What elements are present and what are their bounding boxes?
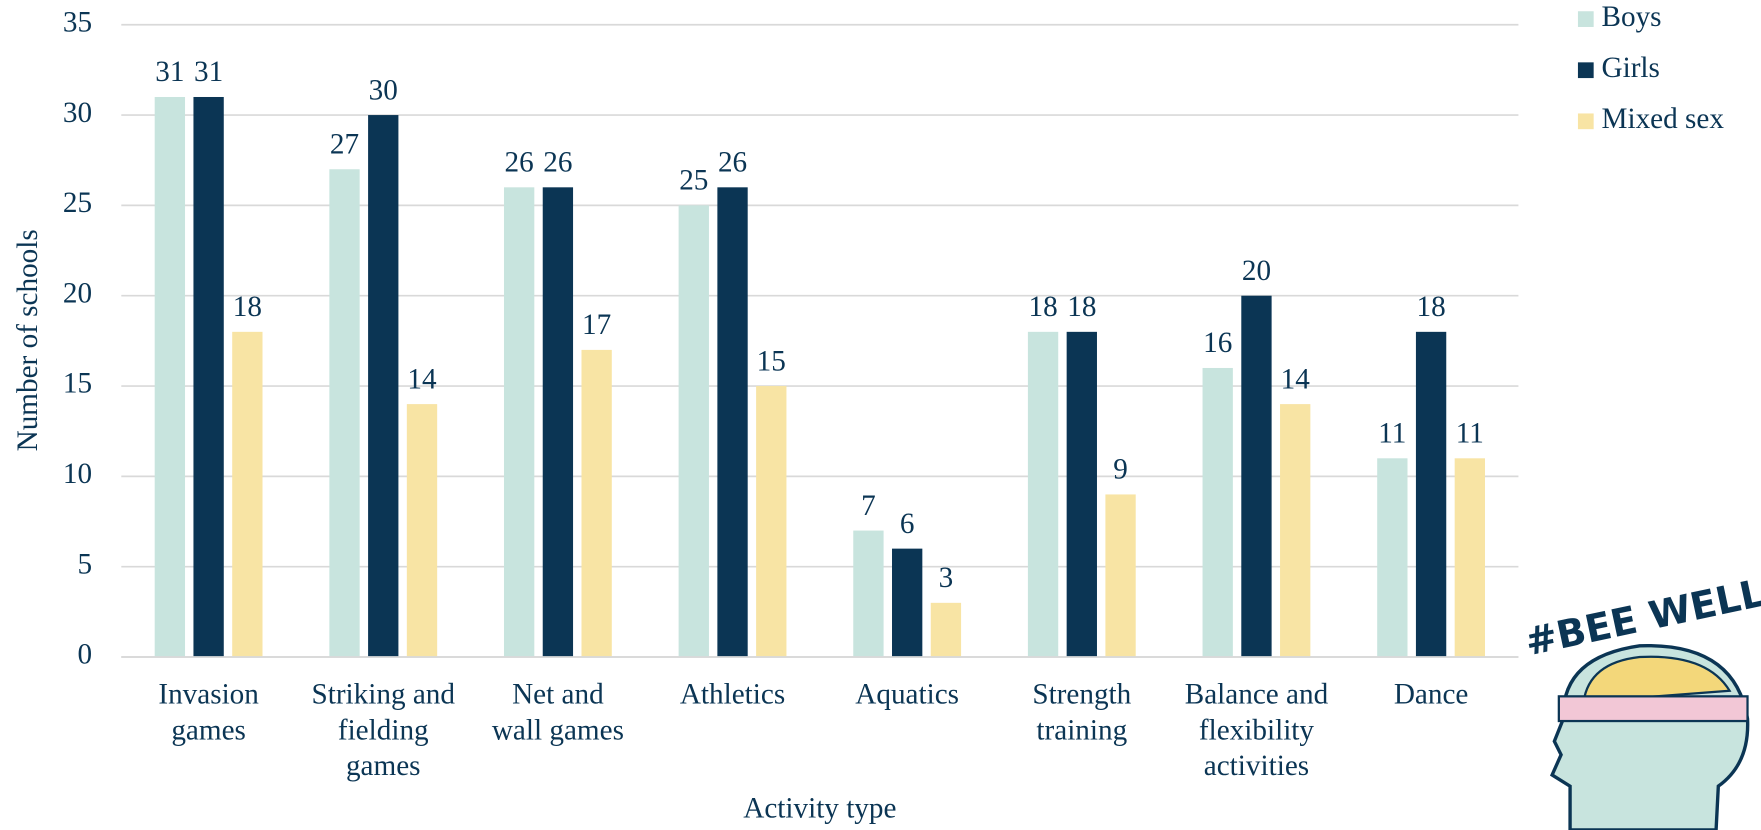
bar: [232, 331, 263, 658]
x-axis-title: Activity type: [743, 793, 896, 825]
data-label: 25: [679, 165, 708, 197]
x-tick-line: Striking and: [311, 678, 455, 710]
bar: [1027, 331, 1059, 658]
x-tick-label: Net and wall games: [492, 678, 624, 746]
data-label: 18: [1028, 291, 1057, 323]
bar: [892, 548, 923, 658]
data-label: 11: [1378, 418, 1406, 450]
legend-label: Girls: [1602, 52, 1660, 84]
data-label: 26: [505, 147, 534, 179]
x-tick-line: activities: [1204, 750, 1309, 782]
legend-label: Boys: [1602, 1, 1662, 33]
bar: [542, 187, 574, 658]
data-label: 18: [233, 291, 262, 323]
logo-band: [1557, 695, 1749, 723]
x-tick-line: Dance: [1394, 678, 1469, 710]
bar: [581, 349, 612, 658]
bar: [329, 169, 360, 658]
legend-swatch: [1577, 11, 1594, 27]
bar: [368, 115, 399, 658]
y-tick-label: 15: [63, 368, 92, 400]
x-tick-line: Aquatics: [855, 678, 959, 710]
bar: [1202, 367, 1233, 658]
data-label: 9: [1113, 454, 1128, 486]
logo: #BEE WELL: [1521, 572, 1761, 830]
x-tick-label: Dance: [1394, 678, 1469, 710]
x-tick-line: games: [346, 750, 421, 782]
data-label: 30: [369, 74, 398, 106]
data-label: 6: [900, 508, 915, 540]
logo-brain: [1582, 655, 1732, 704]
bar: [1454, 458, 1486, 658]
data-label: 18: [1067, 291, 1096, 323]
data-label: 17: [582, 309, 611, 341]
x-tick-line: training: [1036, 714, 1127, 746]
bar: [154, 96, 186, 658]
bar: [503, 187, 535, 658]
x-tick-line: wall games: [492, 714, 624, 746]
data-label: 31: [194, 56, 223, 88]
legend-swatch: [1577, 62, 1594, 79]
bar: [1105, 494, 1136, 658]
x-tick-label: Strength training: [1032, 678, 1131, 746]
bar: [756, 386, 787, 658]
x-tick-label: Athletics: [680, 678, 785, 710]
data-label: 11: [1456, 418, 1484, 450]
data-label: 3: [939, 562, 954, 594]
data-label: 27: [330, 128, 359, 160]
x-tick-label: Striking and fielding games: [311, 678, 455, 782]
bar: [406, 404, 438, 658]
data-label: 14: [407, 363, 437, 395]
bar: [1280, 404, 1311, 658]
data-label: 18: [1416, 291, 1445, 323]
x-tick-label: Aquatics: [855, 678, 959, 710]
bar: [193, 96, 224, 658]
x-tick-line: Strength: [1032, 678, 1131, 710]
data-label: 15: [757, 345, 786, 377]
x-tick-line: games: [171, 714, 246, 746]
bar: [1415, 331, 1447, 658]
bar: [1377, 458, 1408, 658]
bar: [1066, 331, 1097, 658]
bar: [1241, 295, 1272, 658]
data-label: 26: [543, 147, 572, 179]
bar: [853, 530, 884, 658]
x-tick-line: Athletics: [680, 678, 785, 710]
y-tick-label: 25: [63, 187, 92, 219]
y-tick-label: 20: [63, 277, 92, 309]
x-tick-line: flexibility: [1199, 714, 1315, 746]
y-tick-label: 0: [77, 639, 92, 671]
bar: [930, 602, 962, 658]
y-tick-label: 35: [63, 6, 92, 38]
x-tick-label: Balance and flexibility activities: [1185, 678, 1329, 782]
x-tick-line: Balance and: [1185, 678, 1329, 710]
data-label: 14: [1281, 363, 1311, 395]
y-tick-label: 5: [77, 548, 92, 580]
data-label: 7: [861, 490, 876, 522]
data-label: 26: [718, 147, 747, 179]
legend-swatch: [1577, 113, 1594, 130]
y-tick-label: 10: [63, 458, 92, 490]
bar: [717, 187, 748, 658]
x-tick-line: Invasion: [158, 678, 259, 710]
bar: [678, 205, 709, 658]
y-tick-label: 30: [63, 97, 92, 129]
data-label: 20: [1242, 255, 1271, 287]
data-label: 31: [155, 56, 184, 88]
x-tick-label: Invasion games: [158, 678, 259, 746]
data-label: 16: [1203, 327, 1232, 359]
y-axis-title: Number of schools: [12, 229, 44, 451]
legend-label: Mixed sex: [1602, 103, 1725, 135]
x-tick-line: fielding: [338, 714, 429, 746]
x-tick-line: Net and: [512, 678, 604, 710]
